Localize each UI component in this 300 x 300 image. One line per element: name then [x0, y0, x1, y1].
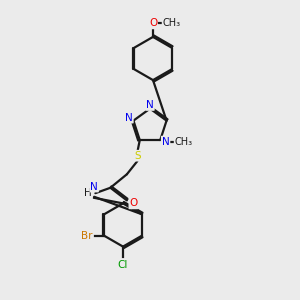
Text: Cl: Cl	[118, 260, 128, 270]
Text: N: N	[90, 182, 98, 192]
Text: N: N	[146, 100, 154, 110]
Text: S: S	[134, 151, 141, 161]
Text: CH₃: CH₃	[163, 18, 181, 28]
Text: Br: Br	[80, 231, 92, 241]
Text: N: N	[125, 112, 133, 123]
Text: N: N	[162, 136, 170, 147]
Text: CH₃: CH₃	[175, 136, 193, 147]
Text: O: O	[129, 198, 138, 208]
Text: H: H	[84, 188, 92, 198]
Text: O: O	[149, 18, 157, 28]
